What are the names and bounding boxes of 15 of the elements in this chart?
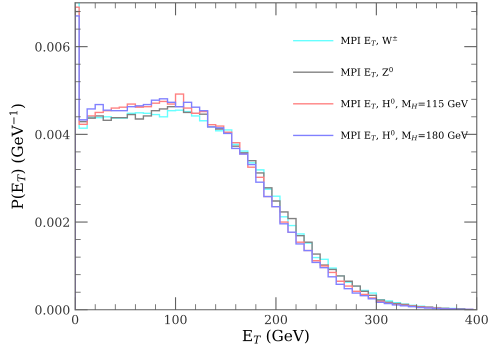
- legend-label: MPI E$_{T}$, Z$^{0}$: [340, 66, 393, 78]
- y-tick-label: 0.006: [35, 42, 70, 52]
- legend-label: MPI E$_{T}$, H$^{0}$, M$_{H}$=180 GeV: [340, 130, 468, 140]
- legend-label: MPI E$_{T}$, H$^{0}$, M$_{H}$=115 GeV: [340, 98, 468, 109]
- y-tick-label: 0.002: [35, 218, 70, 227]
- legend-label: MPI E$_{T}$, W$^{±}$: [340, 36, 398, 46]
- y-axis-title: P(E$_{T}$) (GeV$^{−1}$): [9, 104, 26, 209]
- x-tick-label: 400: [465, 314, 488, 324]
- x-tick-label: 0: [72, 314, 78, 324]
- x-tick-label: 100: [165, 314, 187, 324]
- y-tick-label: 0.004: [35, 130, 70, 140]
- x-tick-label: 300: [365, 314, 388, 324]
- y-tick-label: 0.000: [35, 305, 70, 315]
- x-axis-title: E$_{T}$ (GeV): [242, 329, 309, 344]
- x-tick-label: 200: [264, 314, 288, 324]
